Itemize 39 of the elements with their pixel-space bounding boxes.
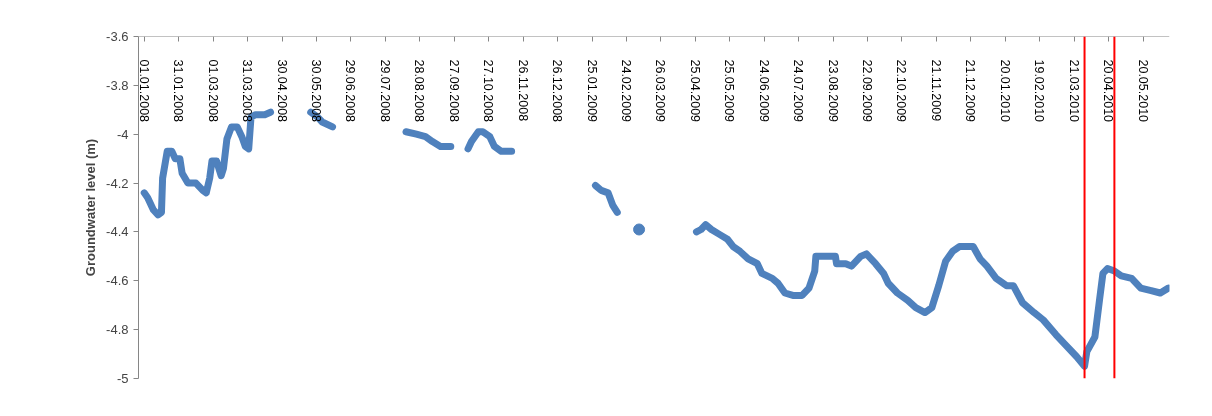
x-tick-label: 01.03.2008 <box>205 59 220 123</box>
x-tick-label: 25.05.2009 <box>722 59 737 123</box>
x-tick-label: 29.06.2008 <box>343 59 358 123</box>
x-tick-label: 24.07.2009 <box>791 59 806 123</box>
y-tick-label: -3.8 <box>106 77 129 93</box>
x-tick-label: 25.04.2009 <box>687 59 702 123</box>
x-tick-label: 24.06.2009 <box>756 59 771 123</box>
x-tick-label: 26.11.2008 <box>515 59 530 122</box>
x-tick-label: 22.09.2009 <box>860 59 875 123</box>
x-tick-label: 19.02.2010 <box>1032 59 1047 123</box>
y-tick-label: -5 <box>116 371 129 386</box>
x-tick-label: 27.10.2008 <box>481 59 496 123</box>
x-tick-label: 21.12.2009 <box>963 59 978 123</box>
x-tick-label: 26.03.2009 <box>653 59 668 123</box>
x-tick-label: 01.01.2008 <box>136 59 151 123</box>
x-tick-label: 26.12.2008 <box>550 59 565 123</box>
x-tick-label: 31.03.2008 <box>240 59 255 123</box>
x-tick-label: 28.08.2008 <box>412 59 427 123</box>
y-tick-label: -4.8 <box>106 322 129 338</box>
x-tick-label: 20.05.2010 <box>1135 59 1150 123</box>
y-tick-label: -3.6 <box>106 29 129 44</box>
y-tick-label: -4.4 <box>106 224 129 240</box>
y-tick-label: -4 <box>116 126 129 142</box>
x-tick-label: 20.04.2010 <box>1101 59 1116 123</box>
x-tick-label: 21.03.2010 <box>1066 59 1081 123</box>
x-tick-label: 30.04.2008 <box>274 59 289 123</box>
x-tick-label: 30.05.2008 <box>308 59 323 123</box>
y-tick-label: -4.2 <box>106 175 129 191</box>
x-tick-label: 21.11.2009 <box>928 59 943 122</box>
x-tick-label: 31.01.2008 <box>171 59 186 123</box>
x-tick-label: 27.09.2008 <box>446 59 461 123</box>
x-tick-label: 29.07.2008 <box>377 59 392 123</box>
x-tick-label: 23.08.2009 <box>825 59 840 123</box>
x-tick-label: 20.01.2010 <box>997 59 1012 123</box>
y-axis-title: Groundwater level (m) <box>83 138 99 277</box>
x-tick-label: 25.01.2009 <box>584 59 599 123</box>
x-tick-label: 22.10.2009 <box>894 59 909 123</box>
y-tick-label: -4.6 <box>106 273 129 289</box>
x-tick-label: 24.02.2009 <box>618 59 633 123</box>
